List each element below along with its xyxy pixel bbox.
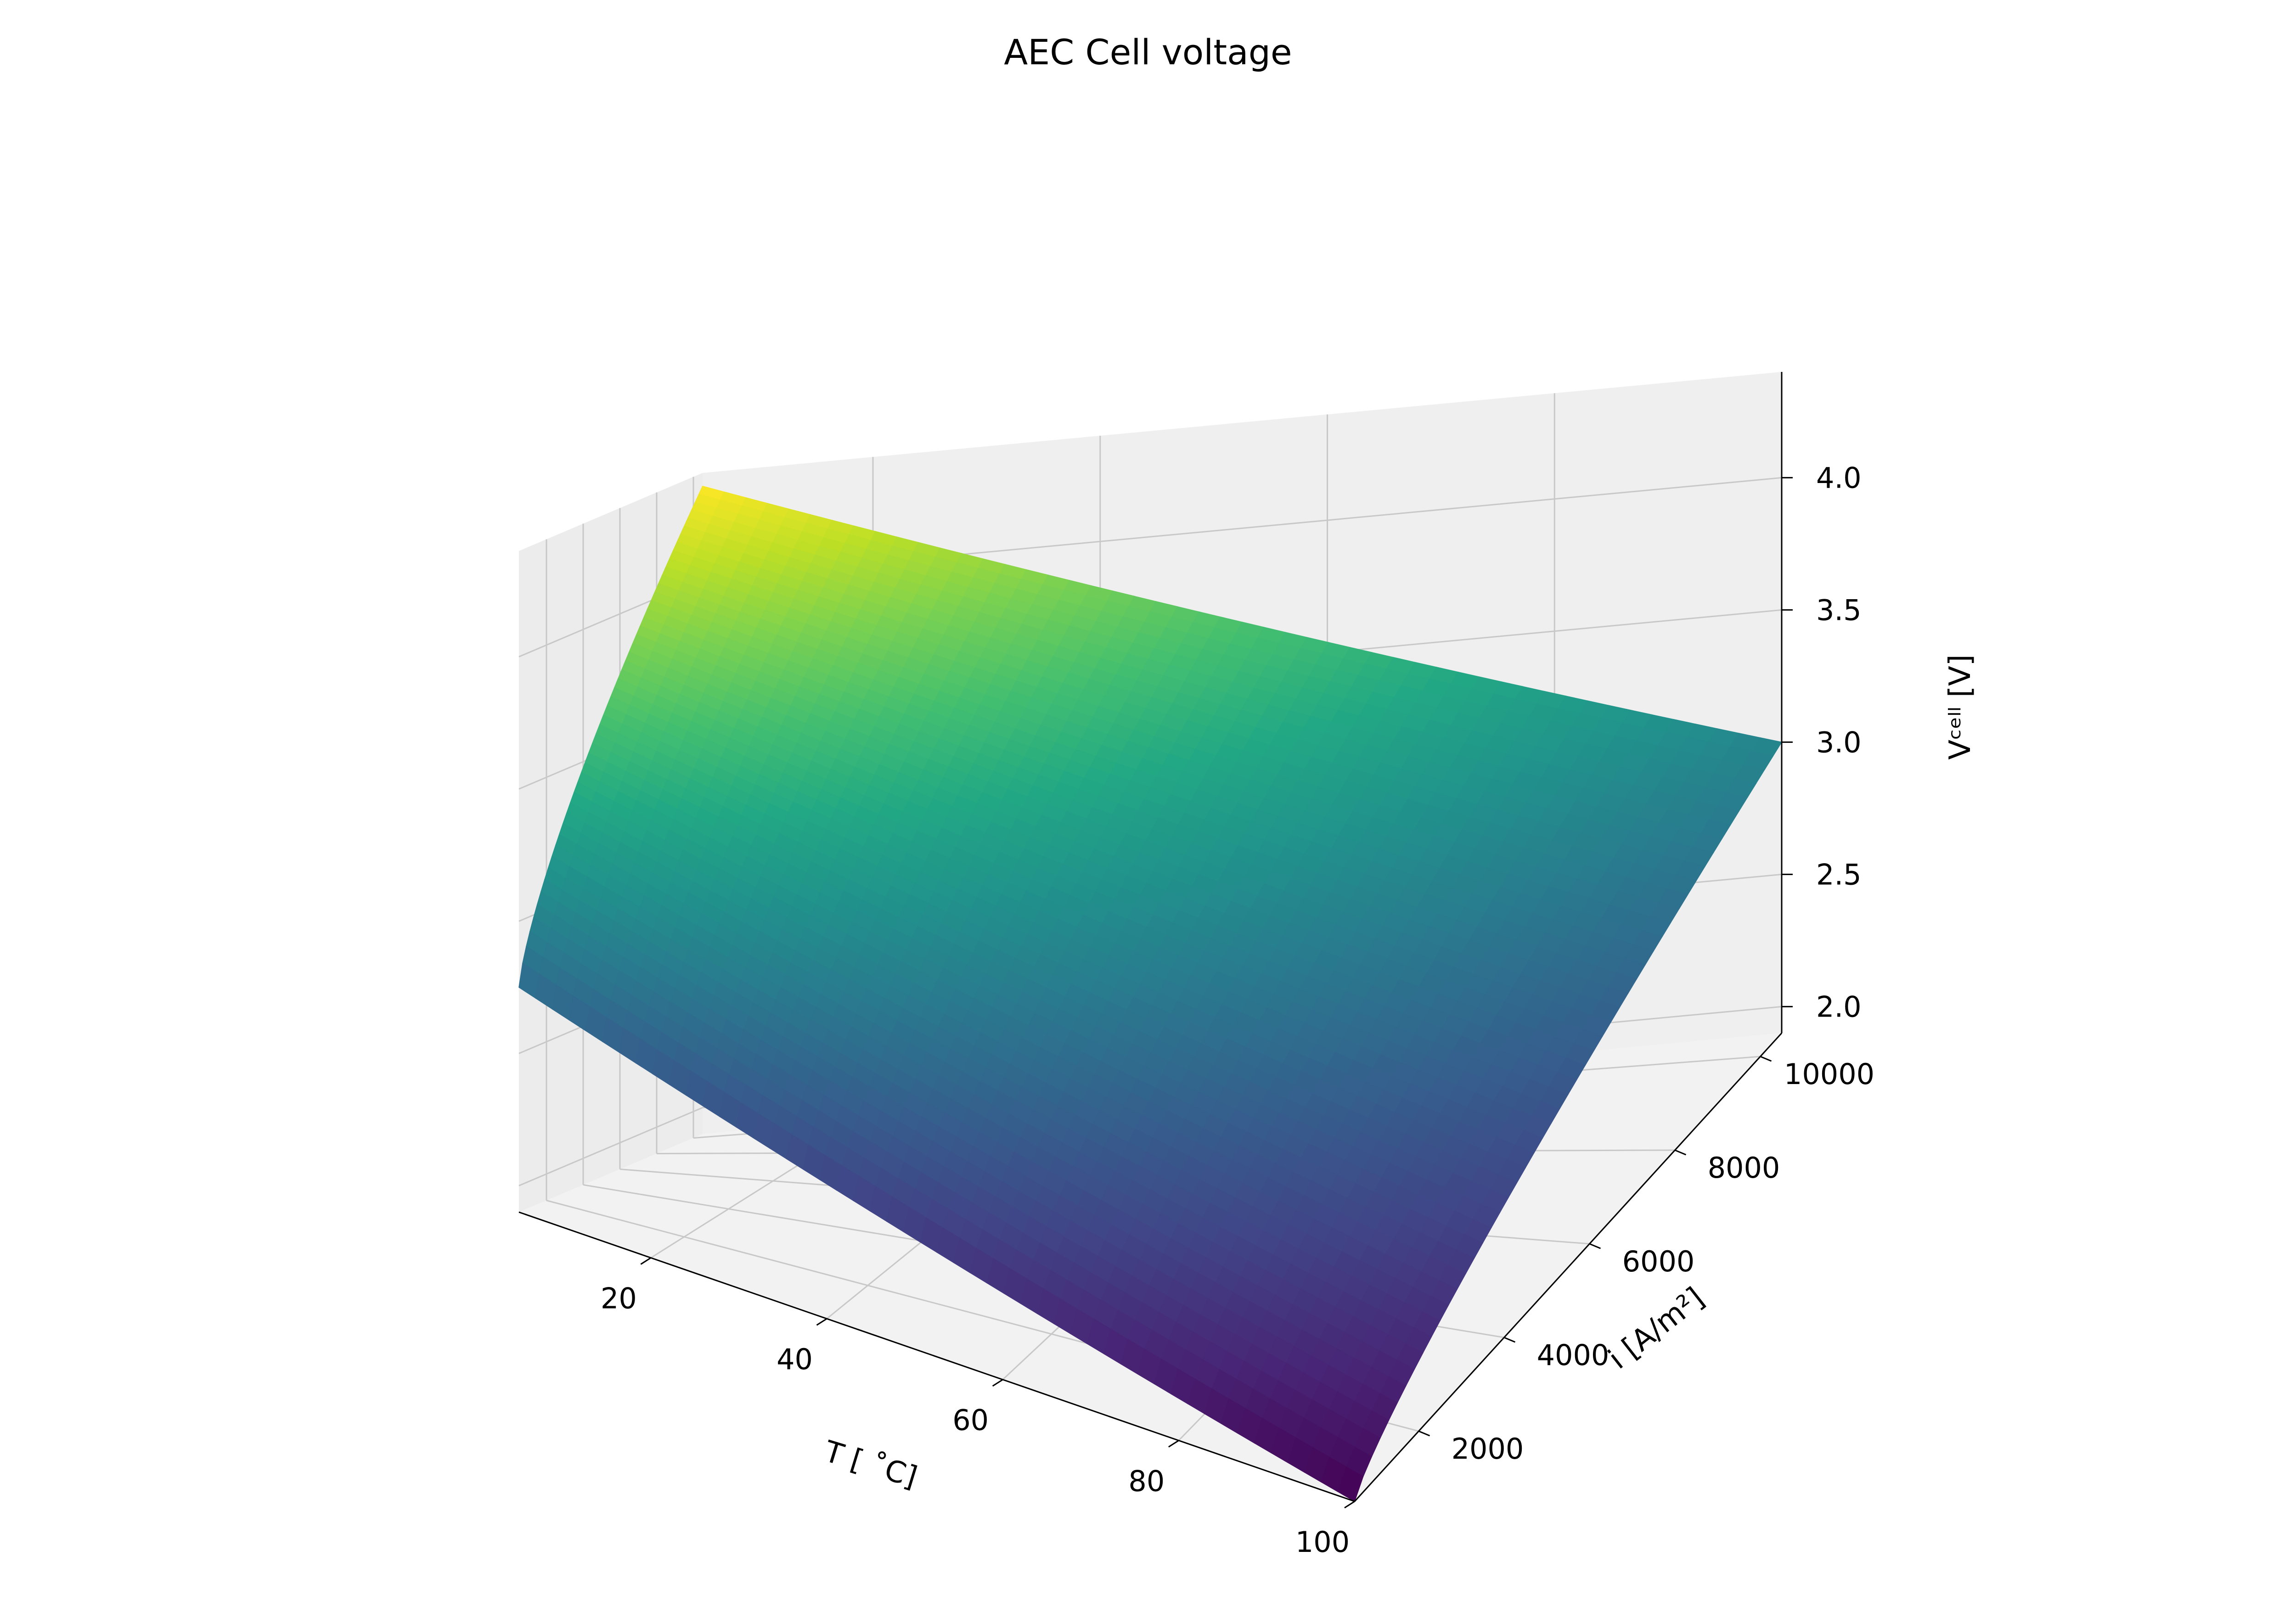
chart-title: AEC Cell voltage bbox=[1004, 32, 1292, 73]
x-tick-label: 80 bbox=[1128, 1464, 1165, 1498]
z-tick-label: 4.0 bbox=[1816, 461, 1862, 494]
z-tick-label: 3.5 bbox=[1816, 593, 1862, 627]
z-tick-label: 3.0 bbox=[1816, 725, 1862, 759]
z-tick-label: 2.5 bbox=[1816, 858, 1862, 891]
axis-line bbox=[518, 1211, 1355, 1502]
z-axis-label: Vᶜᵉˡˡ [V] bbox=[1943, 654, 1977, 759]
z-tick-label: 2.0 bbox=[1816, 990, 1862, 1023]
y-tick-label: 10000 bbox=[1784, 1057, 1874, 1091]
axis-line bbox=[816, 1318, 827, 1326]
x-tick-label: 20 bbox=[601, 1281, 637, 1315]
x-tick-label: 40 bbox=[777, 1343, 813, 1376]
x-axis-label: T [ ˚C] bbox=[820, 1434, 921, 1495]
tick-labels: 20 40 60 80 100 2000 4000 6000 8000 10000 2.0 2.5 3.… bbox=[601, 461, 1874, 1559]
y-tick-label: 2000 bbox=[1452, 1432, 1524, 1466]
gridline bbox=[518, 1107, 703, 1186]
axis-line bbox=[1674, 1149, 1687, 1156]
axis-line bbox=[1760, 1056, 1772, 1062]
x-tick-label: 60 bbox=[952, 1404, 989, 1437]
axis-line bbox=[1354, 1032, 1783, 1502]
axis-line bbox=[1344, 1500, 1355, 1509]
y-tick-label: 4000 bbox=[1537, 1338, 1609, 1372]
surface-mesh bbox=[518, 485, 1783, 1502]
axis-line bbox=[640, 1257, 652, 1265]
y-tick-label: 6000 bbox=[1622, 1245, 1695, 1278]
axes bbox=[518, 372, 1793, 1509]
axis-line bbox=[1589, 1243, 1601, 1249]
y-axis-label: i [A/m²] bbox=[1602, 1281, 1711, 1376]
surface-facet bbox=[1337, 1466, 1364, 1502]
axis-line bbox=[992, 1379, 1003, 1387]
x-tick-label: 100 bbox=[1295, 1525, 1350, 1559]
axis-line bbox=[1503, 1337, 1516, 1343]
y-tick-label: 8000 bbox=[1708, 1151, 1780, 1185]
axis-line bbox=[1168, 1440, 1179, 1448]
axis-line bbox=[1418, 1430, 1430, 1437]
